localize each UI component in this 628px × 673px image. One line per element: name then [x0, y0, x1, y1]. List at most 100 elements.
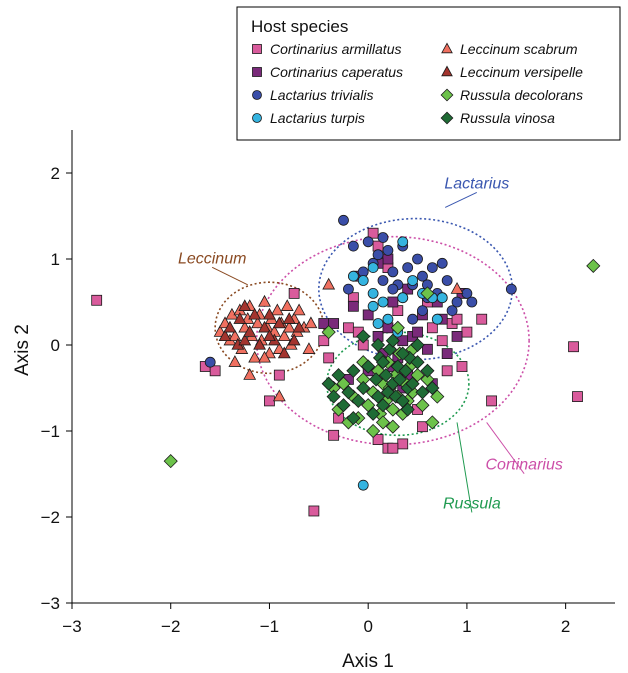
- legend-marker-cortinarius-caperatus: [252, 67, 262, 77]
- leccinum-scabrum-point: [228, 329, 242, 342]
- leccinum-versipelle-point: [287, 333, 301, 346]
- russula-vinosa-point: [405, 376, 420, 391]
- y-tick-label: −2: [41, 508, 60, 527]
- leccinum-versipelle-point: [282, 312, 296, 324]
- russula-vinosa-point: [385, 333, 400, 348]
- legend-label-russula-decolorans: Russula decolorans: [460, 87, 583, 103]
- russula-vinosa-point: [415, 385, 430, 400]
- russula-vinosa-point: [375, 398, 391, 413]
- russula-vinosa-point: [331, 368, 346, 383]
- leccinum-versipelle-point: [258, 320, 271, 333]
- x-tick-label: −2: [161, 617, 180, 636]
- x-tick-label: 1: [462, 617, 471, 636]
- russula-vinosa-point: [410, 355, 425, 370]
- leccinum-scabrum-point: [258, 350, 271, 363]
- russula-vinosa-point: [326, 389, 341, 404]
- cortinarius-armillatus-point: [441, 365, 453, 377]
- cortinarius-armillatus-point: [397, 438, 409, 450]
- legend-label-leccinum-scabrum: Leccinum scabrum: [460, 41, 578, 57]
- cortinarius-caperatus-point: [422, 343, 433, 355]
- legend-marker-leccinum-versipelle: [441, 65, 453, 77]
- russula-vinosa-point: [346, 411, 361, 426]
- cortinarius-caperatus-point: [328, 318, 340, 329]
- cortinarius-armillatus-point: [209, 365, 221, 377]
- y-tick-label: −1: [41, 422, 60, 441]
- leccinum-scabrum-point: [322, 277, 336, 290]
- russula-decolorans-point: [163, 454, 178, 469]
- cortinarius-caperatus-point: [412, 326, 423, 338]
- lactarius-trivialis-point: [417, 270, 428, 282]
- cortinarius-armillatus-point: [568, 341, 579, 353]
- cortinarius-armillatus-point: [328, 429, 340, 441]
- lactarius-turpis-point: [407, 275, 419, 286]
- legend-label-cortinarius-caperatus: Cortinarius caperatus: [270, 64, 403, 80]
- leccinum-versipelle-point: [272, 316, 286, 329]
- leccinum-ellipse-label: Leccinum: [178, 250, 246, 267]
- lactarius-trivialis-point: [377, 232, 389, 243]
- lactarius-trivialis-point: [407, 313, 419, 325]
- legend-label-lactarius-turpis: Lactarius turpis: [270, 110, 365, 126]
- leccinum-versipelle-point: [223, 320, 237, 333]
- leccinum-versipelle-point: [263, 307, 276, 320]
- lactarius-turpis-point: [397, 236, 409, 248]
- lactarius-trivialis-point: [417, 305, 428, 317]
- russula-vinosa-point: [351, 393, 366, 408]
- leccinum-scabrum-point: [248, 350, 262, 363]
- cortinarius-caperatus-point: [441, 348, 453, 360]
- legend-marker-leccinum-scabrum: [441, 42, 453, 54]
- russula-decolorans-point: [425, 415, 440, 430]
- russula-decolorans-point: [385, 419, 400, 434]
- lactarius-turpis-point: [397, 292, 409, 304]
- x-tick-label: 0: [363, 617, 372, 636]
- y-tick-label: 1: [51, 250, 60, 269]
- legend-label-russula-vinosa: Russula vinosa: [460, 110, 555, 126]
- lactarius-turpis-point: [357, 275, 369, 286]
- y-axis-label: Axis 2: [12, 324, 33, 376]
- cortinarius-caperatus-point: [451, 330, 463, 342]
- russula-vinosa-point: [369, 372, 384, 387]
- lactarius-trivialis-point: [204, 356, 216, 368]
- legend-marker-lactarius-turpis: [252, 113, 262, 123]
- axes: −3 −2 −1 0 1 2 −3 −2 −1 0 1 2: [41, 130, 615, 636]
- lactarius-turpis-point: [372, 318, 384, 329]
- lactarius-turpis-point: [367, 287, 379, 299]
- leccinum-scabrum-point: [258, 294, 271, 307]
- russula-vinosa-point: [425, 380, 440, 396]
- cortinarius-armillatus-point: [318, 335, 330, 347]
- cortinarius-leader-line: [486, 422, 525, 474]
- lactarius-trivialis-point: [343, 283, 354, 295]
- cortinarius-armillatus-point: [264, 395, 275, 407]
- lactarius-trivialis-point: [446, 305, 458, 317]
- leccinum-versipelle-point: [218, 329, 232, 342]
- russula-vinosa-point: [336, 398, 351, 413]
- cortinarius-armillatus-point: [367, 227, 379, 239]
- leccinum-versipelle-point: [238, 333, 252, 346]
- lactarius-trivialis-point: [505, 283, 517, 295]
- legend-marker-russula-decolorans: [440, 88, 454, 102]
- russula-vinosa-point: [370, 337, 386, 353]
- lactarius-turpis-point: [436, 292, 448, 304]
- legend-marker-russula-vinosa: [440, 111, 454, 125]
- lactarius-turpis-point: [367, 262, 379, 274]
- cortinarius-armillatus-point: [323, 352, 335, 364]
- russula-decolorans-point: [321, 325, 336, 340]
- lactarius-trivialis-point: [451, 296, 463, 308]
- cortinarius-armillatus-point: [451, 313, 463, 325]
- cortinarius-armillatus-point: [426, 322, 438, 334]
- russula-vinosa-point: [356, 329, 371, 344]
- lactarius-trivialis-point: [387, 283, 399, 295]
- leccinum-scabrum-point: [272, 389, 286, 402]
- y-tick-label: 0: [51, 336, 60, 355]
- lactarius-turpis-point: [377, 296, 389, 308]
- cortinarius-armillatus-point: [572, 391, 583, 403]
- lactarius-turpis-point: [347, 270, 359, 282]
- leccinum-scabrum-point: [251, 316, 265, 329]
- lactarius-trivialis-point: [412, 253, 423, 265]
- leccinum-versipelle-point: [248, 307, 262, 320]
- russula-decolorans-point: [586, 258, 601, 273]
- russula-decolorans-point: [390, 320, 405, 335]
- y-tick-label: −3: [41, 594, 60, 613]
- russula-vinosa-point: [398, 363, 413, 378]
- lactarius-trivialis-point: [372, 249, 384, 261]
